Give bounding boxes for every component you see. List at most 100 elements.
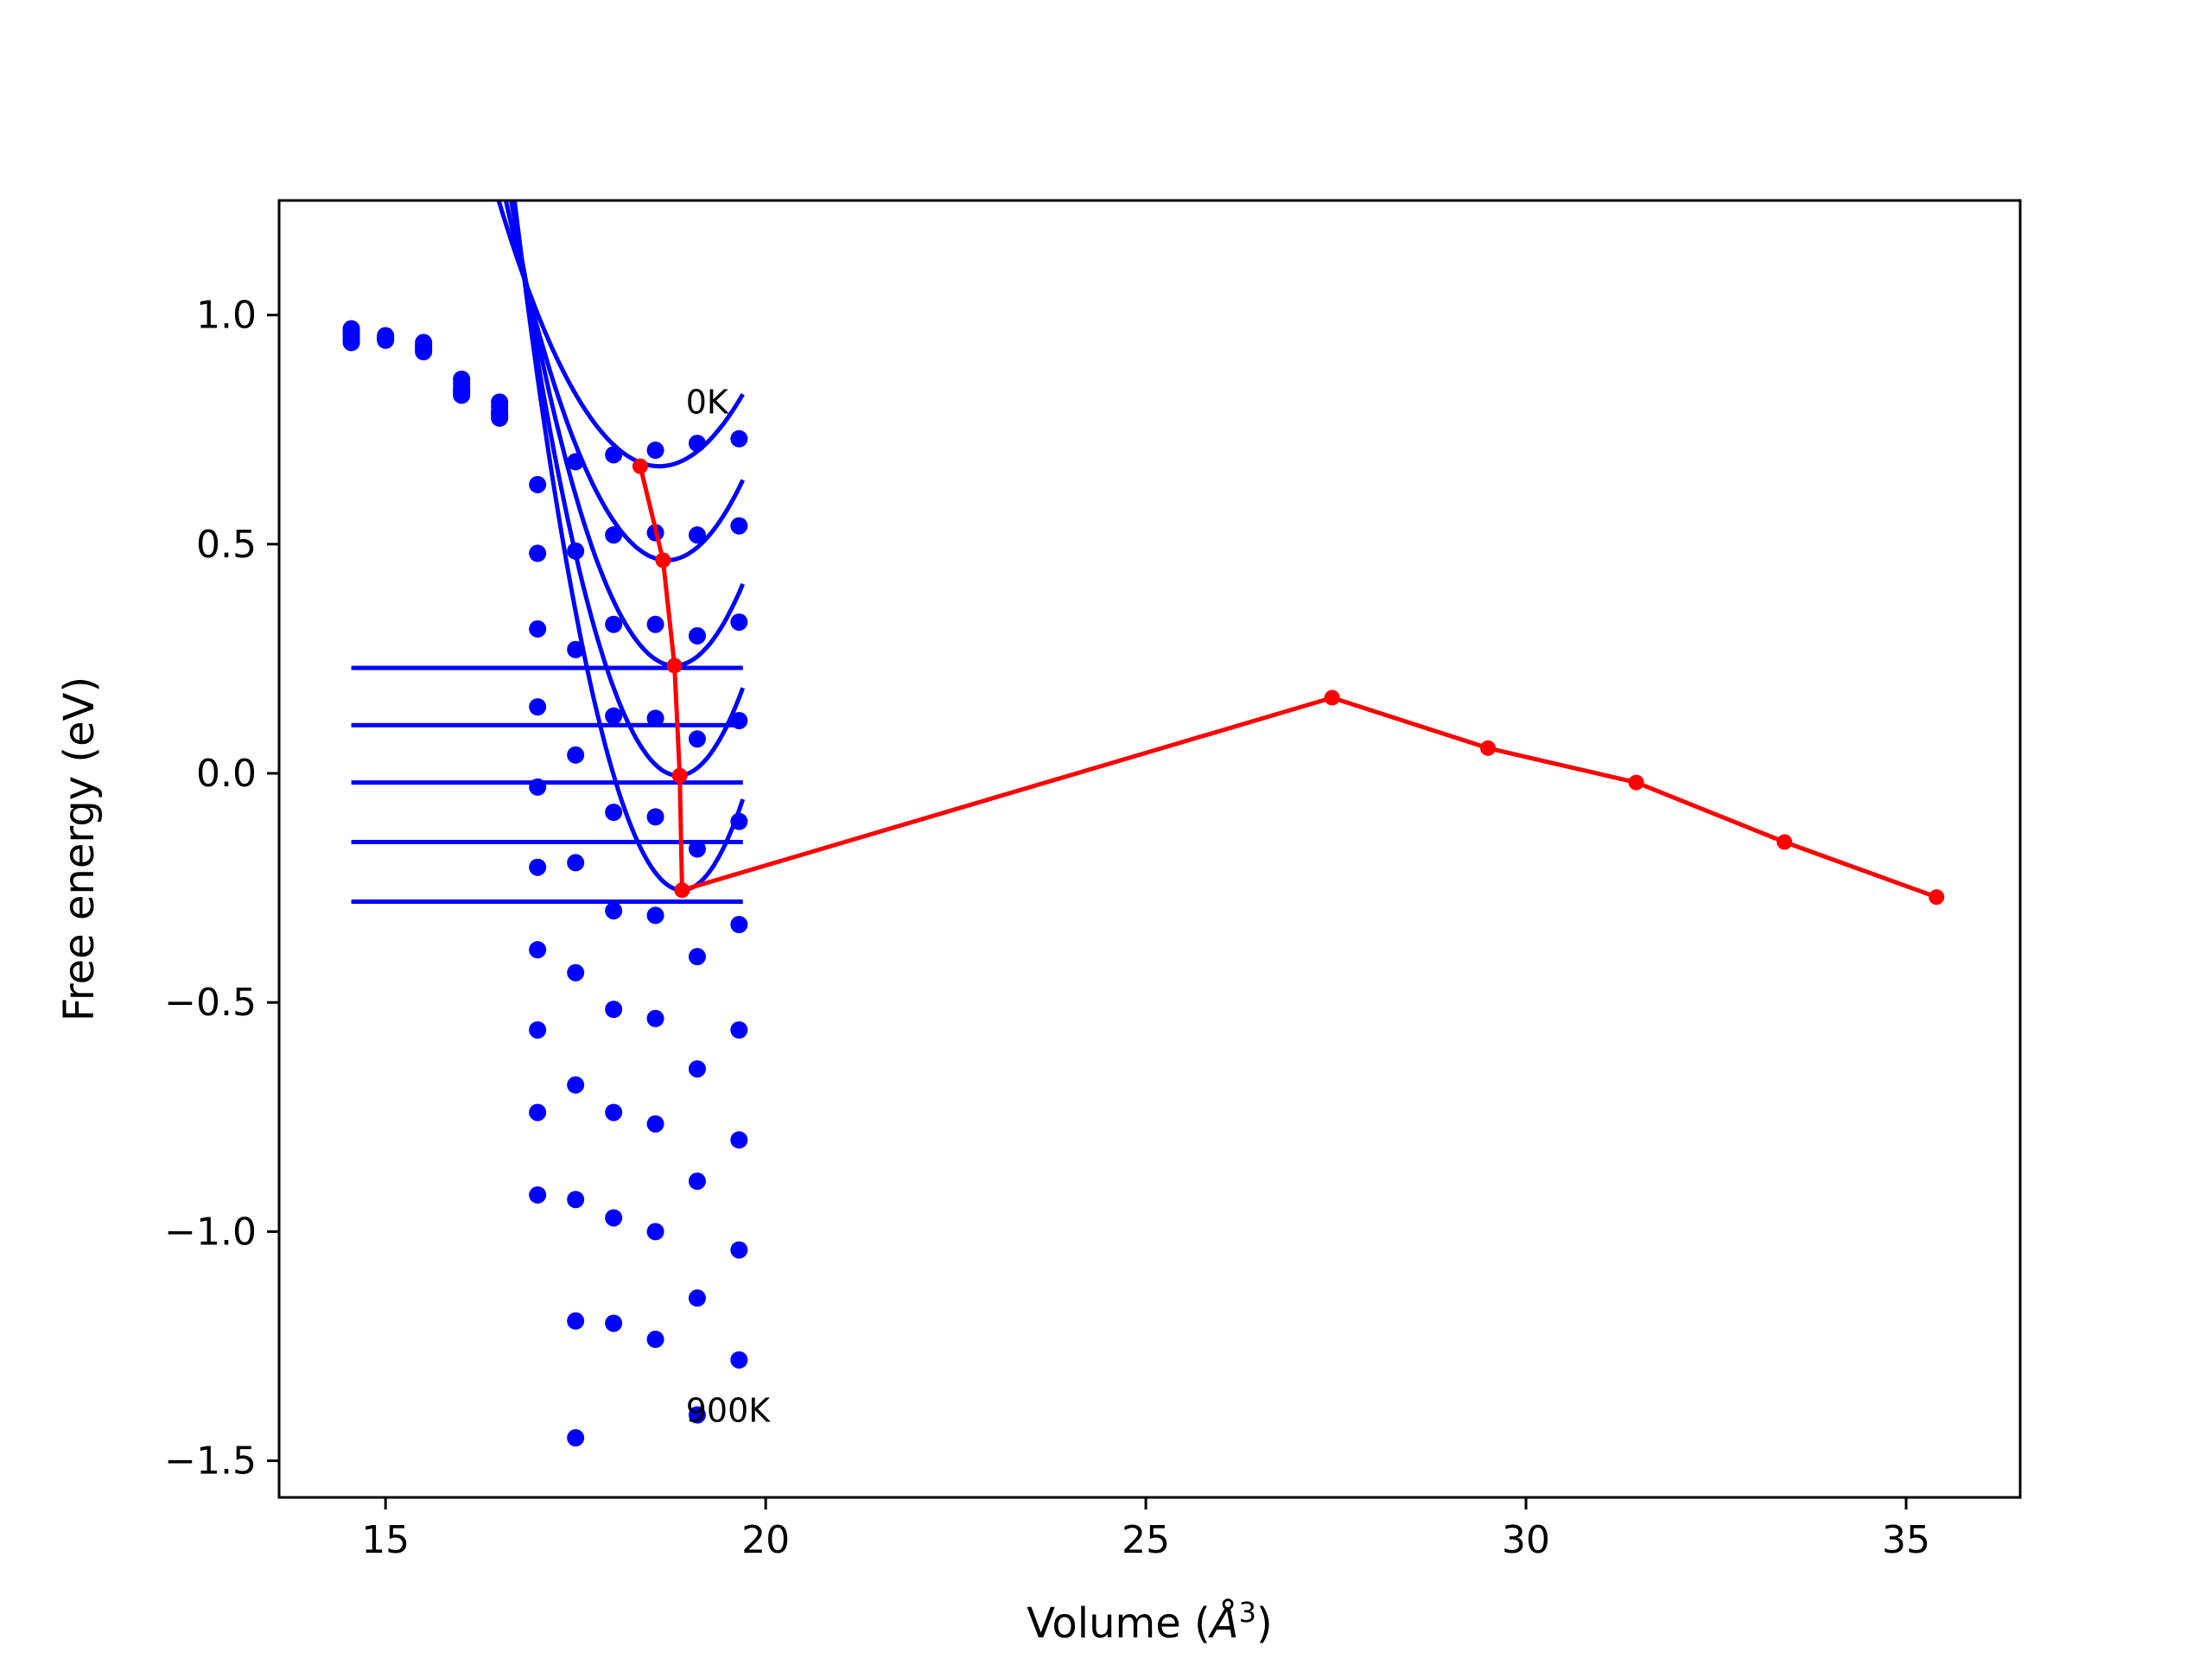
y-tick-label-5: −1.5 (164, 1440, 257, 1484)
x-axis-label-exponent: 3 (1239, 1596, 1256, 1629)
scatter-point-9-5 (529, 1021, 547, 1039)
scatter-point-10-10 (730, 1241, 748, 1259)
scatter-point-1-5 (529, 475, 547, 493)
plot-area (342, 200, 1945, 1447)
scatter-point-5-7 (605, 707, 623, 725)
scatter-point-7-10 (730, 916, 748, 934)
scatter-point-7-9 (688, 948, 706, 966)
path-point-9 (1929, 889, 1945, 906)
ticks: 15 20 25 30 35 1.0 0.5 0.0 −0.5 −1.0 −1.5 (164, 294, 1930, 1562)
scatter-point-8-7 (605, 1001, 623, 1019)
scatter-point-11-8 (646, 1331, 664, 1349)
x-axis-label-close: ) (1256, 1599, 1273, 1648)
scatter-point-4-2 (415, 343, 433, 361)
fit-curve-4 (512, 200, 746, 893)
scatter-point-3-1 (377, 331, 395, 349)
scatter-point-5-10 (730, 711, 748, 729)
scatter-point-4-8 (646, 615, 664, 633)
scatter-point-8-9 (688, 1060, 706, 1078)
scatter-point-11-5 (529, 1185, 547, 1204)
equilibrium-path (638, 466, 1938, 899)
y-tick-label-3: −0.5 (164, 981, 257, 1025)
scatter-point-9-6 (567, 1076, 585, 1094)
path-point-2 (666, 658, 683, 674)
scatter-point-5-3 (453, 386, 471, 404)
scatter-point-5-8 (646, 709, 664, 728)
scatter-point-6-5 (529, 778, 547, 796)
scatter-point-6-6 (567, 854, 585, 872)
scatter-point-10-9 (688, 1289, 706, 1307)
scatter-point-6-10 (730, 812, 748, 830)
scatter-point-6-8 (646, 808, 664, 826)
scatter-point-6-7 (605, 804, 623, 822)
x-axis-label-unit: Å (1208, 1599, 1239, 1648)
path-point-8 (1777, 834, 1793, 850)
scatter-point-11-9 (688, 1406, 706, 1424)
scatter-point-4-5 (529, 620, 547, 638)
scatter-point-9-10 (730, 1131, 748, 1149)
annotations: 0K 900K (686, 384, 772, 1430)
scatter-point-7-7 (605, 902, 623, 920)
scatter-point-8-6 (567, 963, 585, 982)
scatter-point-9-7 (605, 1103, 623, 1122)
axes-frame (277, 199, 2022, 1499)
scatter-point-6-0 (342, 334, 360, 352)
scatter-point-9-8 (646, 1115, 664, 1133)
scatter-point-0-7 (605, 446, 623, 464)
y-tick-label-0: 1.0 (196, 294, 257, 338)
x-axis-label-text: Volume ( (1027, 1599, 1211, 1648)
annotation-0: 0K (686, 384, 729, 422)
fit-curve-1 (503, 200, 745, 563)
x-tick-label-1: 20 (741, 1518, 790, 1562)
scatter-point-11-10 (730, 1351, 748, 1369)
path-point-6 (1480, 740, 1497, 756)
scatter-point-2-9 (688, 526, 706, 544)
scatter-point-11-6 (567, 1312, 585, 1330)
annotation-1: 900K (686, 1391, 772, 1429)
path-point-0 (632, 458, 648, 474)
x-axis-label: Volume (Å3) (1027, 1596, 1272, 1648)
scatter-point-10-5 (529, 1103, 547, 1122)
y-axis-label: Free energy (eV) (55, 677, 104, 1021)
scatter-point-11-7 (605, 1314, 623, 1332)
scatter-point-5-6 (567, 746, 585, 764)
scatter-point-5-5 (529, 698, 547, 716)
scatter-point-2-10 (730, 517, 748, 535)
scatter-point-4-7 (605, 615, 623, 633)
x-tick-label-4: 35 (1882, 1518, 1930, 1562)
path-point-1 (655, 552, 671, 569)
scatter-point-4-10 (730, 613, 748, 631)
path-point-4 (674, 882, 690, 899)
x-tick-label-3: 30 (1502, 1518, 1550, 1562)
y-tick-label-2: 0.0 (196, 752, 257, 796)
path-point-5 (1324, 690, 1340, 706)
scatter-point-8-5 (529, 941, 547, 959)
scatter-point-9-9 (688, 1173, 706, 1191)
scatter-point-5-9 (688, 730, 706, 748)
scatter-point-7-8 (646, 906, 664, 925)
x-tick-label-2: 25 (1122, 1518, 1170, 1562)
path-point-7 (1628, 774, 1644, 791)
scatter-point-0-10 (730, 429, 748, 448)
scatter-point-8-8 (646, 1009, 664, 1027)
x-tick-label-0: 15 (361, 1518, 410, 1562)
scatter-point-2-6 (567, 542, 585, 560)
scatter-point-4-9 (688, 626, 706, 645)
path-point-3 (671, 767, 688, 784)
scatter-point-7-5 (529, 858, 547, 876)
y-tick-label-1: 0.5 (196, 523, 257, 567)
scatter-point-3-5 (529, 544, 547, 563)
scatter-point-5-4 (491, 409, 509, 427)
scatter-point-4-6 (567, 640, 585, 658)
scatter-point-12-6 (567, 1429, 585, 1447)
scatter-point-10-6 (567, 1191, 585, 1209)
scatter-point-0-9 (688, 435, 706, 453)
scatter-point-8-10 (730, 1021, 748, 1039)
scatter-point-10-8 (646, 1223, 664, 1241)
scatter-point-2-7 (605, 526, 623, 544)
fit-curve-0 (496, 200, 745, 469)
scatter-point-6-9 (688, 840, 706, 858)
scatter-point-0-8 (646, 442, 664, 460)
y-tick-label-4: −1.0 (164, 1210, 257, 1254)
